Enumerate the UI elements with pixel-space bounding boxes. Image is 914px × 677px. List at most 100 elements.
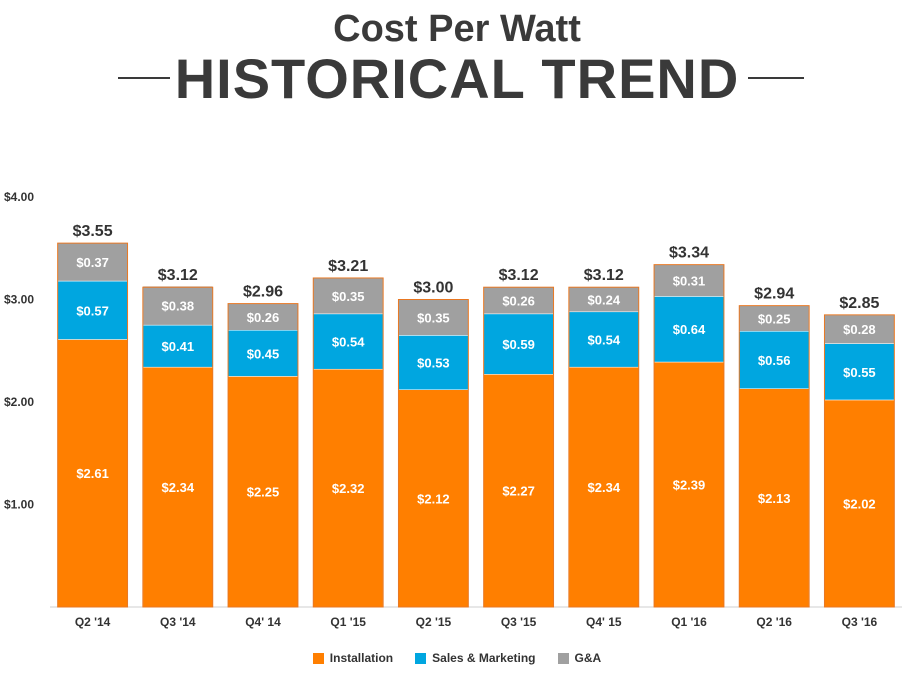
bar-segment-label: $0.57 xyxy=(76,303,109,318)
bar-outline xyxy=(227,303,299,608)
bar-segment-label: $0.26 xyxy=(247,310,280,325)
bar-segment-label: $0.54 xyxy=(588,332,621,347)
bar-total-label: $3.12 xyxy=(499,267,539,284)
bar-outline xyxy=(653,264,725,608)
bar-outline xyxy=(483,286,555,608)
bar-total-label: $2.85 xyxy=(839,295,879,312)
bar-segment-g-a xyxy=(739,305,810,332)
bar-segment-installation xyxy=(142,366,213,608)
bar-segment-label: $0.38 xyxy=(162,299,195,314)
bar-segment-g-a xyxy=(568,286,639,313)
bar-segment-label: $2.39 xyxy=(673,478,706,493)
bar-segment-label: $0.28 xyxy=(843,322,876,337)
bar-segment-label: $0.54 xyxy=(332,335,365,350)
x-tick-label: Q2 '14 xyxy=(75,615,111,629)
bar-segment-sales-marketing xyxy=(313,313,384,370)
bar-segment-sales-marketing xyxy=(227,330,299,377)
legend-item: Sales & Marketing xyxy=(415,651,536,665)
bar-segment-label: $0.26 xyxy=(502,294,535,309)
bar-segment-sales-marketing xyxy=(739,331,810,389)
bar-segment-sales-marketing xyxy=(653,296,725,363)
legend-swatch xyxy=(415,652,427,664)
title-rule-right xyxy=(748,77,804,79)
bar-segment-installation xyxy=(313,368,384,608)
bar-segment-label: $0.45 xyxy=(247,346,280,361)
legend-item: Installation xyxy=(312,651,394,665)
bar-outline xyxy=(823,314,895,608)
bar-segment-label: $2.61 xyxy=(76,466,109,481)
bar-segment-installation xyxy=(227,376,299,608)
bar-segment-label: $0.64 xyxy=(673,322,706,337)
x-tick-label: Q2 '15 xyxy=(416,615,452,629)
legend-label: Sales & Marketing xyxy=(432,651,536,665)
x-tick-label: Q3 '16 xyxy=(842,615,878,629)
bar-total-label: $2.94 xyxy=(754,286,794,303)
bar-segment-label: $0.55 xyxy=(843,365,876,380)
bar-total-label: $3.34 xyxy=(669,245,709,262)
x-tick-label: Q3 '15 xyxy=(501,615,537,629)
bar-outline xyxy=(738,305,810,608)
x-tick-label: Q1 '16 xyxy=(671,615,707,629)
bar-segment-label: $0.35 xyxy=(332,289,365,304)
x-tick-label: Q4' 14 xyxy=(245,615,281,629)
bar-segment-label: $0.56 xyxy=(758,353,791,368)
legend-item: G&A xyxy=(557,651,602,665)
bar-segment-label: $0.37 xyxy=(76,255,109,270)
bar-segment-installation xyxy=(739,388,810,608)
bar-segment-g-a xyxy=(142,285,213,326)
bar-segment-label: $0.31 xyxy=(673,274,706,289)
bar-segment-sales-marketing xyxy=(568,311,639,368)
legend-swatch xyxy=(557,652,569,664)
bar-segment-label: $0.35 xyxy=(417,310,450,325)
x-tick-label: Q1 '15 xyxy=(330,615,366,629)
bar-total-label: $3.12 xyxy=(584,267,624,284)
bar-segment-label: $0.25 xyxy=(758,311,791,326)
y-tick-label: $1.00 xyxy=(4,498,34,512)
bar-outline xyxy=(57,242,129,608)
bar-outline xyxy=(312,277,384,608)
bar-segment-sales-marketing xyxy=(57,280,128,340)
bar-segment-label: $0.59 xyxy=(502,337,535,352)
bar-segment-sales-marketing xyxy=(142,324,213,368)
title-rule-left xyxy=(118,77,170,79)
bar-segment-g-a xyxy=(57,242,128,282)
bar-outline xyxy=(568,286,640,608)
bar-segment-g-a xyxy=(313,277,384,315)
stacked-bar-chart: $1.00 $2.00 $3.00 $4.00 $2.61 $0.57 $0.37 $3.55… xyxy=(4,190,902,629)
y-tick-label: $4.00 xyxy=(4,190,34,204)
legend-label: G&A xyxy=(574,651,602,665)
chart-title-line2: HISTORICAL TREND xyxy=(174,47,740,110)
chart-title-line1: Cost Per Watt xyxy=(333,8,581,50)
bar-segment-installation xyxy=(653,361,725,608)
x-tick-label: Q2 '16 xyxy=(756,615,792,629)
bar-total-label: $3.12 xyxy=(158,267,198,284)
bar-segment-label: $0.24 xyxy=(588,293,621,308)
legend-label: Installation xyxy=(329,651,394,665)
bar-segment-g-a xyxy=(227,303,299,331)
bar-segment-label: $2.32 xyxy=(332,481,365,496)
bar-segment-label: $2.27 xyxy=(502,484,535,499)
bar-segment-sales-marketing xyxy=(824,343,895,401)
bar-segment-label: $2.34 xyxy=(162,480,195,495)
y-tick-label: $2.00 xyxy=(4,395,34,409)
x-tick-label: Q3 '14 xyxy=(160,615,196,629)
bar-total-label: $3.21 xyxy=(328,258,368,275)
bar-outline xyxy=(397,299,469,608)
bar-total-label: $2.96 xyxy=(243,284,283,301)
y-tick-label: $3.00 xyxy=(4,293,34,307)
bar-total-label: $3.00 xyxy=(413,280,453,297)
bar-segment-label: $0.41 xyxy=(162,339,195,354)
bar-segment-sales-marketing xyxy=(398,335,469,390)
bar-outline xyxy=(142,286,214,608)
bar-segment-label: $2.25 xyxy=(247,485,280,500)
bar-total-label: $3.55 xyxy=(73,223,113,240)
bar-segment-label: $2.34 xyxy=(588,480,621,495)
legend-swatch xyxy=(312,652,324,664)
bar-segment-installation xyxy=(568,366,639,608)
chart-legend: Installation Sales & Marketing G&A xyxy=(0,651,914,665)
bar-segment-label: $2.13 xyxy=(758,491,791,506)
bar-segment-label: $2.02 xyxy=(843,496,876,511)
bar-segment-g-a xyxy=(653,264,725,297)
x-tick-label: Q4' 15 xyxy=(586,615,622,629)
bar-segment-label: $2.12 xyxy=(417,491,450,506)
